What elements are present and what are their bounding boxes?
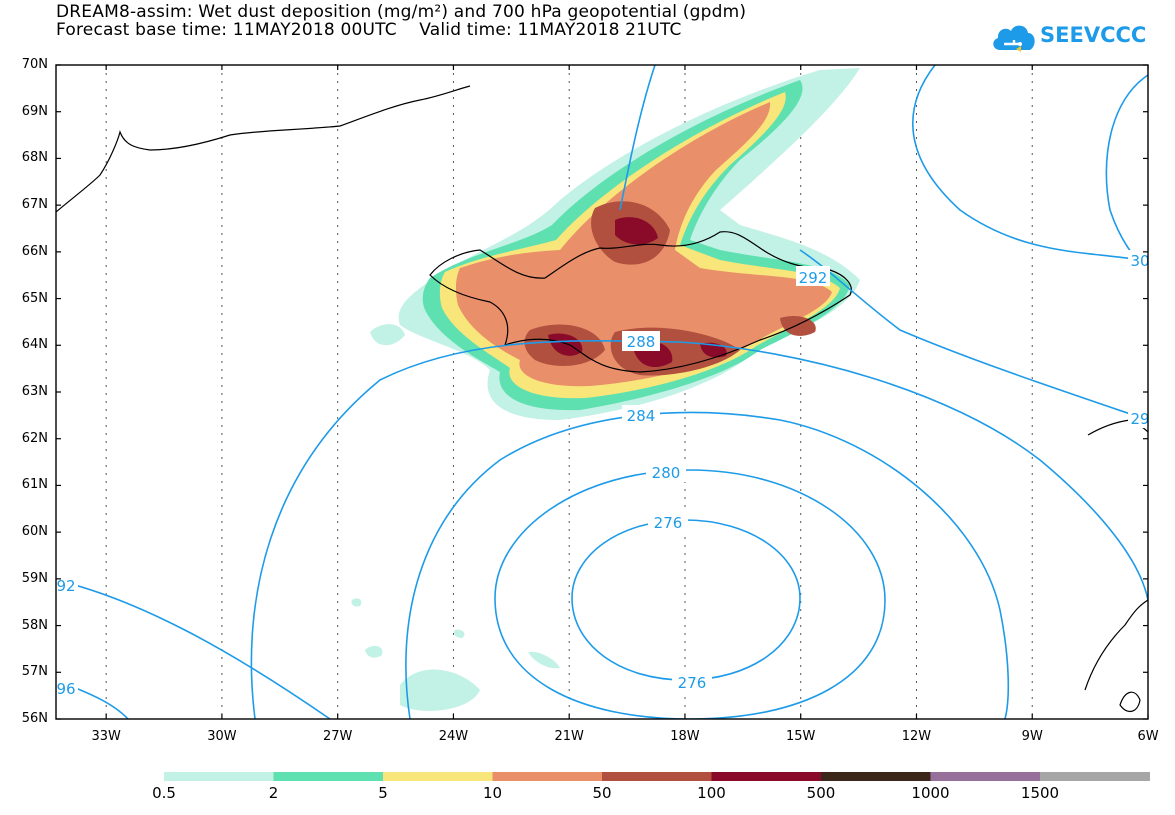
- lat-label: 67N: [21, 197, 48, 213]
- colorbar-segment: [1040, 772, 1150, 781]
- lon-label: 12W: [901, 729, 932, 744]
- lon-label: 18W: [670, 729, 700, 744]
- lon-label: 9W: [1021, 729, 1043, 744]
- lat-label: 60N: [21, 524, 48, 540]
- logo-text: SEEVCCC: [1040, 23, 1147, 47]
- lat-label: 64N: [21, 337, 48, 353]
- map-plot-area: 292 288 284 280 276 276 92 96 30 29: [56, 65, 1149, 719]
- colorbar-segment: [711, 772, 822, 781]
- contour-label: 284: [627, 407, 656, 425]
- contour-304: [619, 65, 656, 211]
- contour-312: [1105, 74, 1148, 271]
- dust-level-0.5: [400, 669, 480, 711]
- lat-label: 63N: [21, 384, 48, 399]
- lat-label: 56N: [21, 711, 48, 726]
- lat-label: 70N: [21, 57, 48, 72]
- lat-label: 62N: [21, 430, 48, 446]
- lon-label: 27W: [322, 729, 353, 744]
- colorbar-label: 100: [697, 784, 726, 802]
- dust-level-0.5: [528, 651, 560, 669]
- colorbar-segment: [164, 772, 274, 781]
- contour-284: [405, 411, 1010, 719]
- contour-label: 280: [652, 464, 681, 482]
- cloud-icon: [993, 25, 1035, 52]
- colorbar-segment: [492, 772, 603, 781]
- lon-label: 24W: [438, 729, 469, 744]
- contour-280: [494, 469, 886, 719]
- dust-level-0.5: [453, 629, 465, 638]
- seevccc-logo: SEEVCCC: [990, 18, 1147, 58]
- lon-label: 15W: [786, 729, 816, 744]
- colorbar-label: 0.5: [152, 784, 176, 802]
- contour-labels: 292 288 284 280 276 276 92 96 30 29: [56, 250, 1149, 698]
- dust-level-100: [615, 217, 658, 245]
- contour-label: 92: [56, 577, 75, 595]
- colorbar-label: 2: [268, 784, 279, 802]
- contour-292: [799, 249, 1148, 421]
- iceland-coastline: [429, 231, 852, 373]
- contour-label: 29: [1130, 410, 1149, 428]
- greenland-coastline: [56, 85, 471, 213]
- lat-label: 65N: [21, 290, 48, 306]
- colorbar-label: 500: [806, 784, 836, 802]
- contour-308: [912, 65, 1148, 263]
- axis-ticks: [56, 64, 1149, 720]
- contour-label: 96: [56, 680, 75, 698]
- colorbar-segment: [273, 772, 384, 781]
- contour-296: [56, 579, 331, 719]
- dust-deposition-field: [351, 68, 860, 711]
- dust-level-0.5: [370, 324, 405, 346]
- geopotential-contours: [56, 65, 1148, 719]
- dust-level-0.5: [351, 598, 362, 607]
- map-title: DREAM8-assim: Wet dust deposition (mg/m²…: [56, 2, 747, 22]
- colorbar-label: 10: [482, 784, 503, 802]
- colorbar-segment: [821, 772, 931, 781]
- lat-label: 59N: [21, 570, 48, 586]
- lon-label: 21W: [554, 729, 584, 744]
- contour-276: [571, 519, 801, 681]
- map-subtitle: Forecast base time: 11MAY2018 00UTC Vali…: [56, 20, 682, 40]
- contour-label: 292: [799, 269, 828, 287]
- colorbar-segment: [602, 772, 712, 781]
- lat-label: 61N: [21, 477, 48, 493]
- lon-label: 6W: [1137, 729, 1159, 744]
- contour-label: 288: [627, 333, 656, 351]
- colorbar-label: 1000: [911, 784, 950, 802]
- colorbar-label: 1500: [1020, 784, 1060, 802]
- colorbar: [164, 772, 1150, 781]
- contour-288: [250, 339, 1148, 719]
- contour-label: 276: [678, 674, 707, 692]
- lat-lon-grid: [105, 65, 1033, 719]
- shetland-coastline: [1119, 691, 1141, 713]
- contour-label: 276: [654, 514, 683, 532]
- lon-label: 33W: [91, 729, 121, 744]
- lat-label: 57N: [21, 664, 48, 680]
- dust-level-0.5: [365, 645, 383, 658]
- dust-level-100: [548, 333, 583, 356]
- coastlines: [56, 85, 1148, 713]
- colorbar-label: 50: [592, 784, 612, 802]
- lat-label: 58N: [21, 617, 48, 633]
- lat-label: 66N: [21, 243, 48, 259]
- lon-label: 30W: [207, 729, 237, 744]
- contour-label: 30: [1130, 252, 1149, 270]
- colorbar-label: 5: [378, 784, 388, 802]
- lat-label: 68N: [21, 150, 48, 166]
- colorbar-segment: [383, 772, 493, 781]
- norway-coastline: [1084, 599, 1148, 691]
- lat-label: 69N: [21, 103, 48, 119]
- colorbar-segment: [930, 772, 1041, 781]
